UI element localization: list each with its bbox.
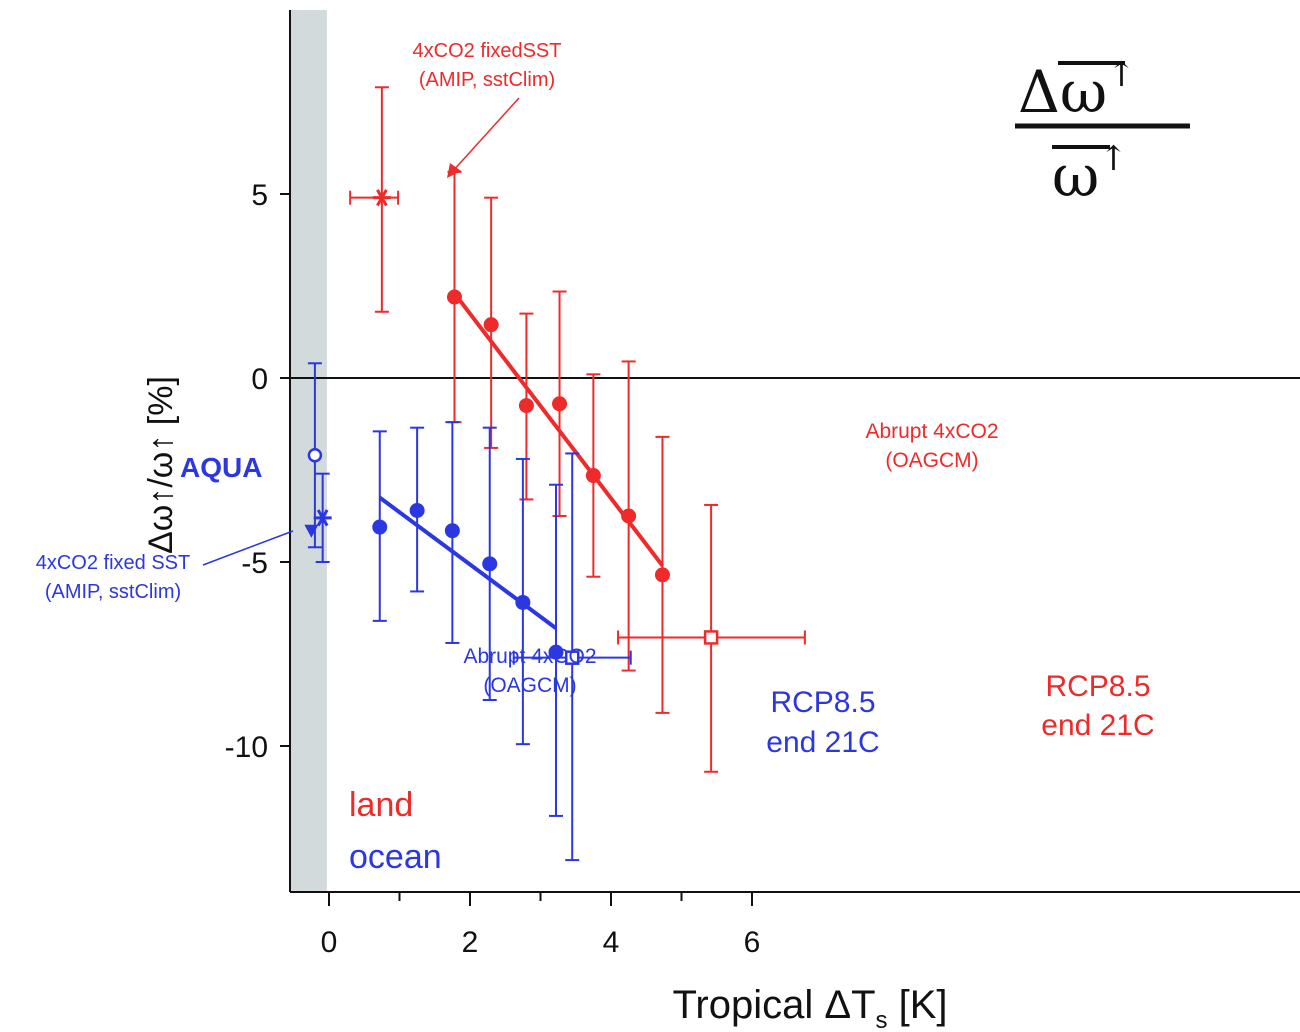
legend-entry-ocean: ocean [349,838,442,876]
ocean-abrupt-point [444,523,460,539]
special-point-2-square-marker [564,650,580,665]
shaded-band [290,10,327,892]
legend-entry-land: land [349,786,413,824]
x-tick-label: 2 [462,926,479,959]
land-abrupt-point [552,396,568,412]
annotation-ocean-rcp: RCP8.5 end 21C [766,686,879,759]
special-point-0-asterisk-stroke [376,189,388,207]
special-point-0-asterisk-marker [372,189,391,207]
x-tick-label: 4 [603,926,620,959]
special-point-4-asterisk-stroke [316,509,329,527]
annotation-ocean-fixed-sst: 4xCO2 fixed SST (AMIP, sstClim) [36,552,191,603]
y-tick-label: -5 [241,547,268,580]
annotation-land-rcp-line2: end 21C [1041,709,1154,742]
annotation-land-abrupt-line1: Abrupt 4xCO2 [865,420,998,443]
formula-denominator: ω↑ [1052,139,1128,210]
special-point-1-square-marker [703,630,719,645]
annotation-ocean-rcp-line2: end 21C [766,726,879,759]
y-tick-label: -10 [225,731,268,764]
annotation-land-abrupt: Abrupt 4xCO2 (OAGCM) [865,420,998,472]
annotation-ocean-fixed-sst-line2: (AMIP, sstClim) [45,581,181,603]
ocean-abrupt-fit-line [378,495,558,630]
annotation-land-arrow-head [447,163,461,178]
annotation-land-fixed-sst-line1: 4xCO2 fixedSST [413,40,562,62]
ocean-abrupt-point [548,644,564,660]
annotation-land-abrupt-line2: (OAGCM) [885,449,978,472]
land-abrupt-point [483,317,499,333]
annotation-land-rcp-line1: RCP8.5 [1045,670,1150,703]
y-tick-label: 0 [251,363,268,396]
x-axis-label: Tropical ΔTs [K] [672,983,947,1032]
special-point-5-triangle-marker [304,524,319,538]
land-abrupt-point [585,468,601,484]
annotation-ocean-pointer [202,530,294,566]
legend: land ocean [349,786,442,876]
land-abrupt-point [621,508,637,524]
annotation-ocean-abrupt: Abrupt 4xCO2 (OAGCM) [463,645,596,697]
x-tick-label: 6 [744,926,761,959]
axes [280,10,1300,906]
annotation-ocean-fixed-sst-line1: 4xCO2 fixed SST [36,552,191,574]
land-abrupt-fit-line [452,292,665,567]
ocean-abrupt-point [482,556,498,572]
x-tick-label: 0 [321,926,338,959]
special-point-4-asterisk-marker [313,509,332,527]
y-tick-label: 5 [251,179,268,212]
special-point-3-circle-marker [307,448,323,463]
chart-marks [304,86,806,862]
annotation-ocean-abrupt-line2: (OAGCM) [483,674,576,697]
ocean-abrupt-point [409,502,425,518]
formula-numerator: Δω↑ [1018,55,1136,126]
ocean-abrupt-point [515,594,531,610]
annotation-land-fixed-sst: 4xCO2 fixedSST (AMIP, sstClim) [413,40,562,91]
annotation-land-arrow [451,97,520,173]
annotation-land-rcp: RCP8.5 end 21C [1041,670,1154,742]
annotation-ocean-rcp-line1: RCP8.5 [770,686,875,719]
annotation-aqua: AQUA [180,452,262,483]
land-abrupt-point [518,398,534,414]
ocean-abrupt-point [372,519,388,535]
land-abrupt-point [446,289,462,305]
formula: Δω↑ ω↑ [1015,55,1190,210]
annotation-land-fixed-sst-line2: (AMIP, sstClim) [419,69,555,91]
land-abrupt-point [654,567,670,583]
annotation-ocean-abrupt-line1: Abrupt 4xCO2 [463,645,596,668]
y-axis-label: Δω↑/ω↑ [%] [142,376,180,554]
